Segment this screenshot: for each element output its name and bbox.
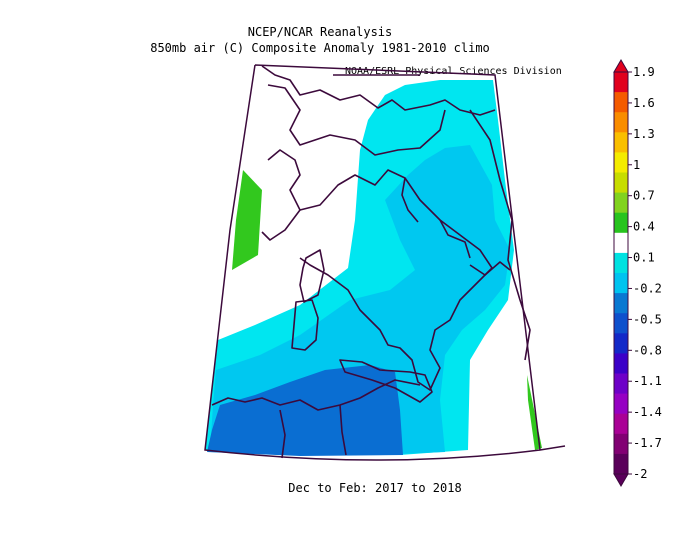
colorbar-swatch — [614, 192, 628, 214]
colorbar-swatch — [614, 72, 628, 93]
chart-title: NCEP/NCAR Reanalysis — [247, 25, 393, 39]
colorbar: 1.9 1.6 1.3 1 0.7 0.4 0.1 -0.2 -0.5 -0.8 -1.1 -1.4 -… — [613, 59, 662, 487]
colorbar-label: 1 — [633, 158, 640, 172]
colorbar-swatch — [614, 232, 628, 254]
colorbar-swatch — [614, 313, 628, 334]
colorbar-swatch — [614, 172, 628, 194]
shade-green-east — [527, 375, 542, 450]
colorbar-label: -0.5 — [633, 312, 662, 326]
shade-blue — [207, 365, 403, 456]
colorbar-label: 0.1 — [633, 251, 655, 265]
colorbar-label: -2 — [633, 467, 647, 481]
colorbar-swatch — [614, 413, 628, 435]
colorbar-swatch — [614, 333, 628, 354]
colorbar-swatch — [614, 252, 628, 274]
colorbar-label: 0.4 — [633, 220, 655, 234]
colorbar-label: -1.4 — [633, 405, 662, 419]
credit-text: NOAA/ESRL Physical Sciences Division — [345, 66, 562, 77]
colorbar-label: 0.7 — [633, 189, 655, 203]
colorbar-swatch — [614, 433, 628, 455]
colorbar-swatch — [614, 393, 628, 415]
colorbar-swatch — [614, 112, 628, 133]
coastlines — [211, 65, 531, 459]
shade-green-west — [232, 170, 262, 270]
colorbar-arrow-bottom — [613, 473, 629, 487]
colorbar-swatch — [614, 293, 628, 314]
map-frame — [204, 64, 566, 461]
colorbar-label: -0.2 — [633, 281, 662, 295]
colorbar-swatch — [614, 212, 628, 234]
colorbar-label: 1.3 — [633, 127, 655, 141]
colorbar-arrow-top — [613, 59, 629, 73]
colorbar-swatch — [614, 92, 628, 113]
colorbar-swatch — [614, 373, 628, 395]
colorbar-swatch — [614, 353, 628, 374]
colorbar-swatch — [614, 132, 628, 153]
colorbar-label: 1.6 — [633, 96, 655, 110]
colorbar-label: -1.7 — [633, 436, 662, 450]
colorbar-swatch — [614, 273, 628, 294]
chart-subtitle: 850mb air (C) Composite Anomaly 1981-201… — [150, 41, 490, 55]
colorbar-swatch — [614, 453, 628, 475]
colorbar-swatch — [614, 152, 628, 173]
colorbar-label: 1.9 — [633, 65, 655, 79]
colorbar-label: -1.1 — [633, 374, 662, 388]
colorbar-frame — [613, 71, 629, 475]
period-label: Dec to Feb: 2017 to 2018 — [288, 481, 462, 495]
colorbar-label: -0.8 — [633, 343, 662, 357]
